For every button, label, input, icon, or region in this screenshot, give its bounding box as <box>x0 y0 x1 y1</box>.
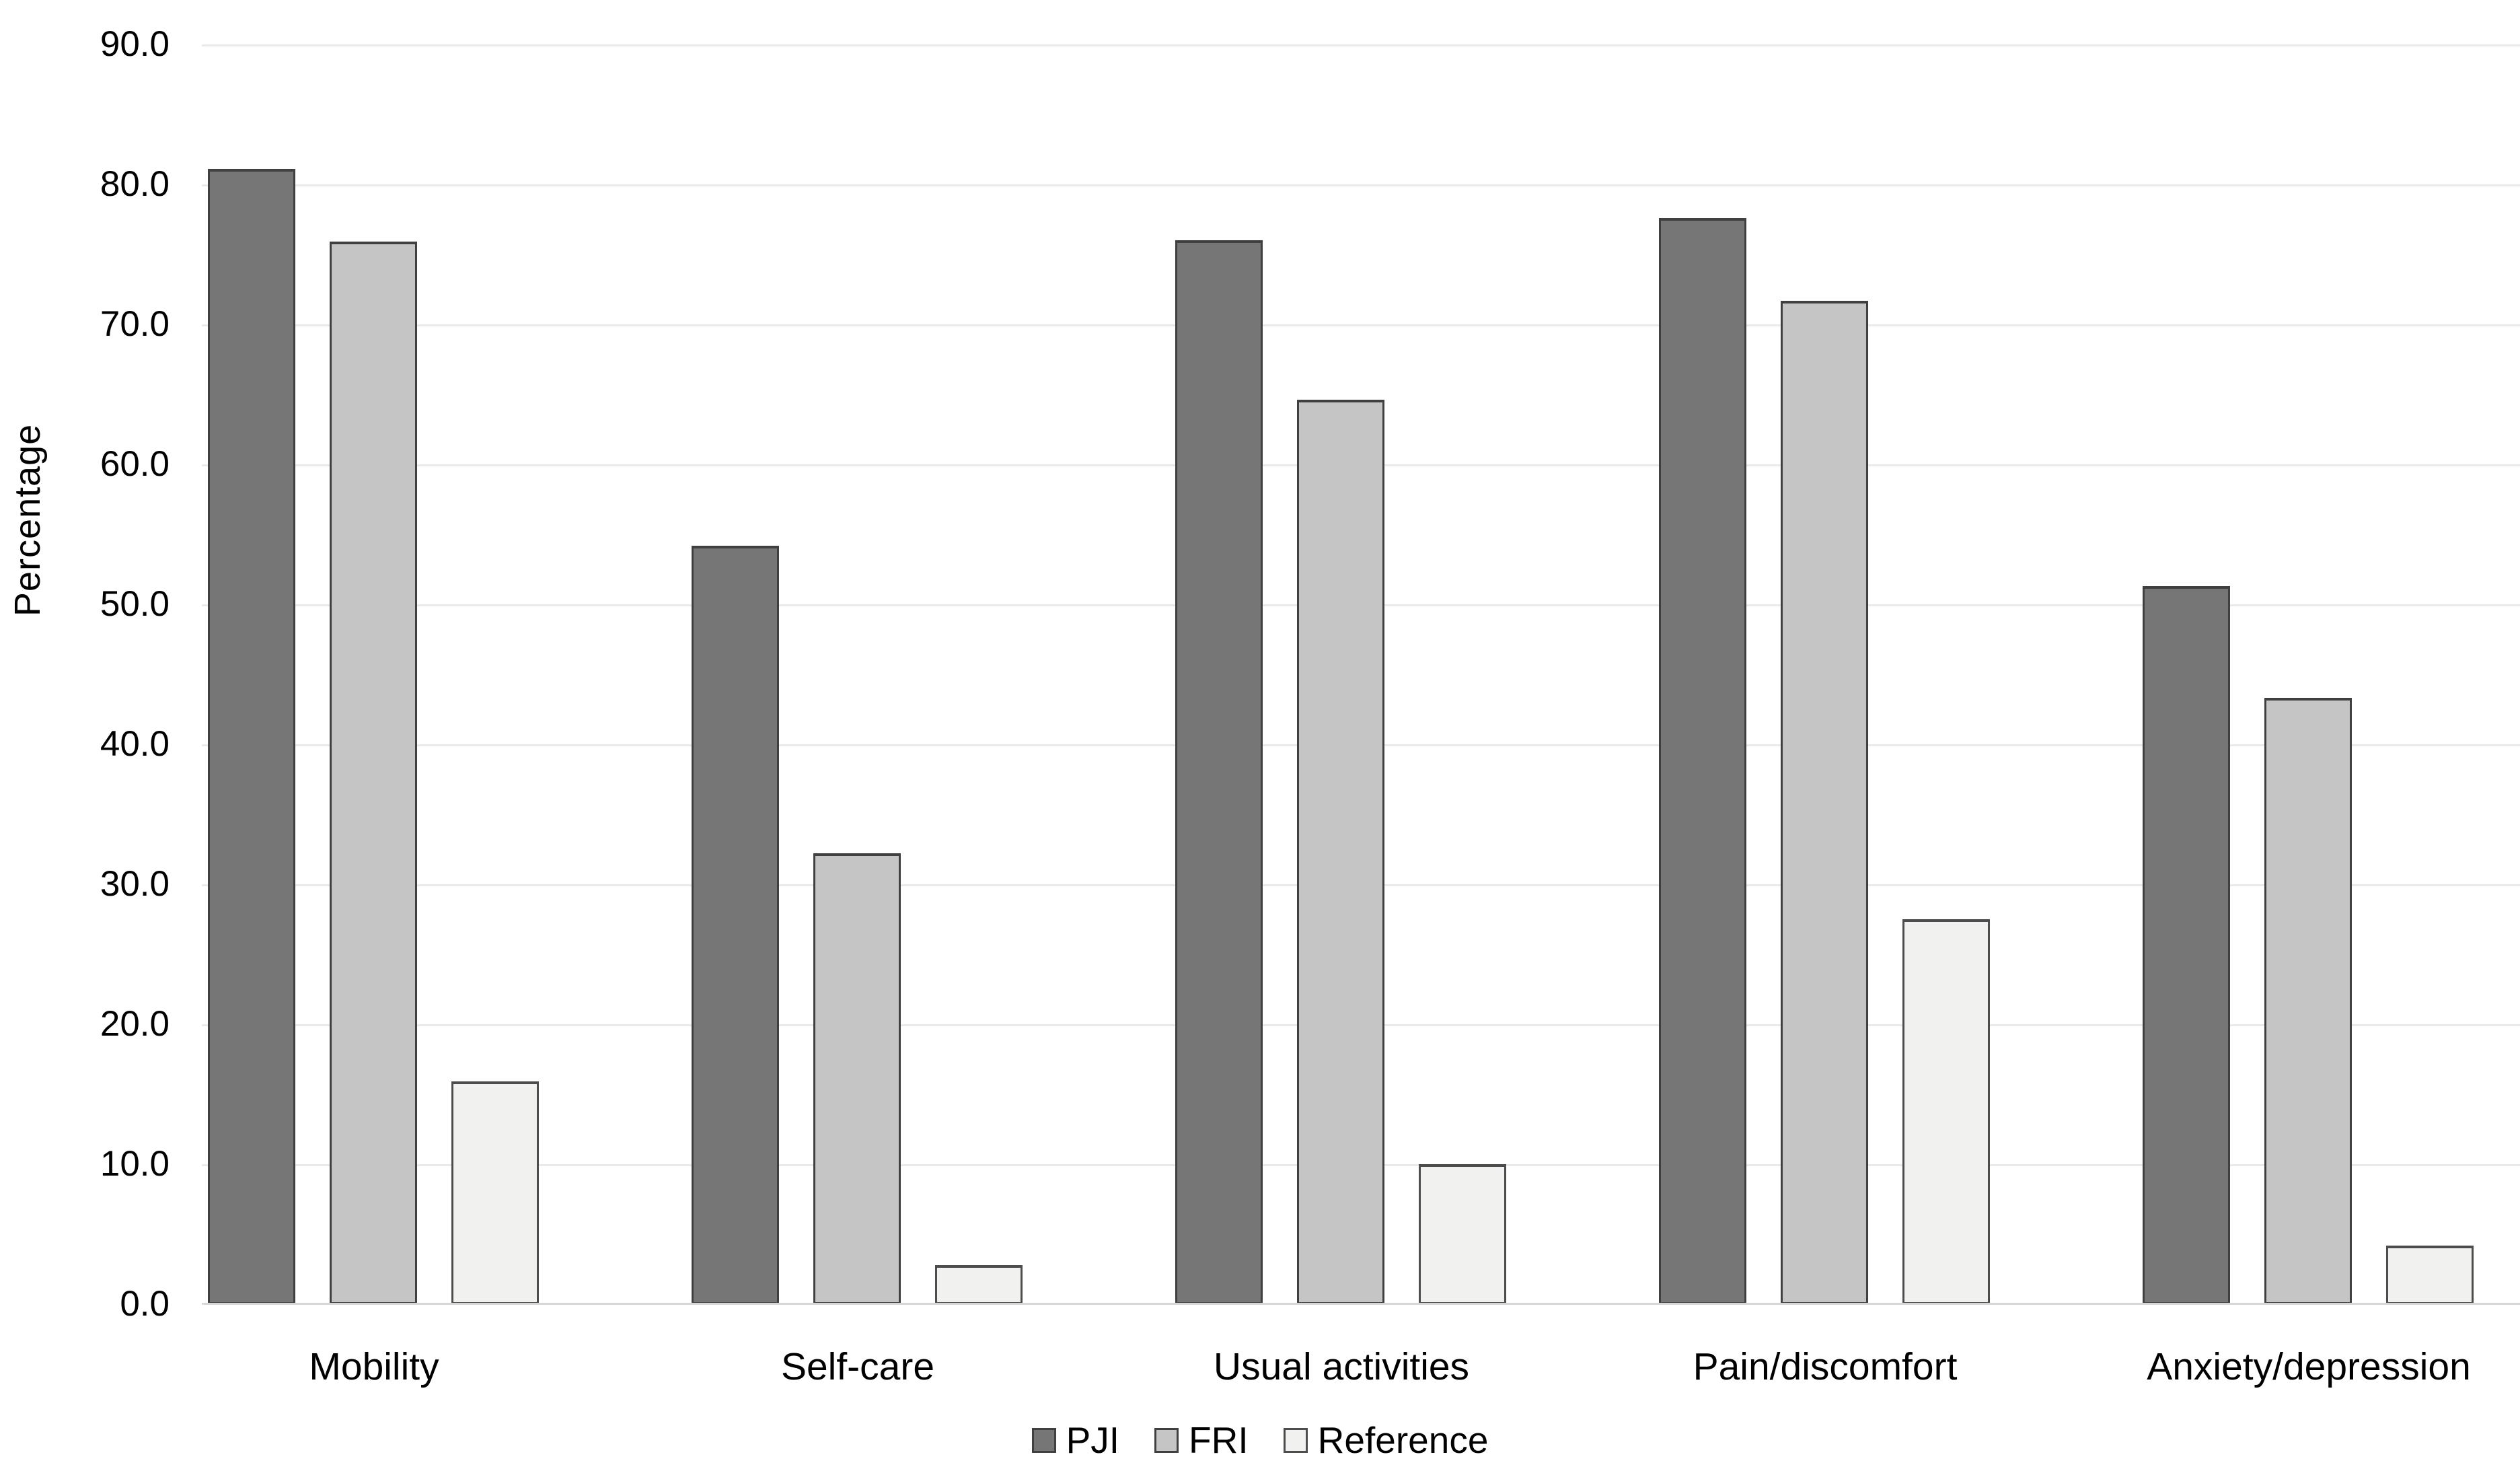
y-tick-label-20.0: 20.0 <box>100 1004 170 1044</box>
bar-reference-pain-discomfort <box>1902 919 1990 1304</box>
bar-fri-anxiety-depression <box>2264 698 2352 1304</box>
y-tick-label-10.0: 10.0 <box>100 1144 170 1184</box>
legend-item-fri: FRI <box>1154 1419 1249 1462</box>
legend-swatch-fri <box>1154 1427 1179 1453</box>
bar-group-anxiety-depression <box>2143 44 2474 1304</box>
legend-swatch-reference <box>1283 1427 1308 1453</box>
legend-label-pji: PJI <box>1066 1419 1120 1461</box>
bar-fri-mobility <box>330 242 417 1304</box>
x-axis-line <box>202 1303 2520 1305</box>
y-tick-label-30.0: 30.0 <box>100 864 170 904</box>
bar-pji-usual-activities <box>1175 240 1263 1304</box>
x-axis-label-mobility: Mobility <box>309 1345 439 1388</box>
bar-pji-self-care <box>692 546 779 1304</box>
gridline-80 <box>202 184 2520 186</box>
legend-label-fri: FRI <box>1189 1419 1249 1461</box>
y-tick-label-80.0: 80.0 <box>100 164 170 204</box>
legend: PJI FRI Reference <box>0 1419 2520 1462</box>
x-axis-label-anxiety-depression: Anxiety/depression <box>2147 1345 2471 1388</box>
x-axis-label-pain-discomfort: Pain/discomfort <box>1693 1345 1958 1388</box>
y-tick-label-60.0: 60.0 <box>100 444 170 484</box>
bar-pji-pain-discomfort <box>1659 218 1746 1304</box>
bar-group-pain-discomfort <box>1659 44 1990 1304</box>
legend-label-reference: Reference <box>1317 1419 1489 1461</box>
bar-group-self-care <box>692 44 1023 1304</box>
gridline-90 <box>202 44 2520 46</box>
bar-reference-usual-activities <box>1419 1164 1506 1304</box>
y-tick-label-90.0: 90.0 <box>100 24 170 64</box>
plot-area <box>202 44 2520 1305</box>
bar-group-usual-activities <box>1175 44 1506 1304</box>
bar-fri-usual-activities <box>1297 400 1384 1304</box>
legend-item-pji: PJI <box>1031 1419 1120 1462</box>
bar-reference-anxiety-depression <box>2386 1246 2474 1304</box>
bar-pji-mobility <box>208 169 295 1304</box>
x-axis-label-self-care: Self-care <box>780 1345 935 1388</box>
x-axis-label-usual-activities: Usual activities <box>1213 1345 1470 1388</box>
bar-group-mobility <box>208 44 539 1304</box>
bar-reference-self-care <box>935 1265 1023 1304</box>
bar-fri-pain-discomfort <box>1781 301 1868 1304</box>
bar-fri-self-care <box>813 853 901 1304</box>
legend-item-reference: Reference <box>1283 1419 1489 1462</box>
bar-reference-mobility <box>451 1081 539 1304</box>
gridline-70 <box>202 324 2520 326</box>
legend-swatch-pji <box>1031 1427 1056 1453</box>
y-tick-label-40.0: 40.0 <box>100 724 170 764</box>
bar-pji-anxiety-depression <box>2143 586 2230 1304</box>
y-tick-label-0.0: 0.0 <box>120 1284 170 1324</box>
y-tick-label-50.0: 50.0 <box>100 584 170 624</box>
y-tick-label-70.0: 70.0 <box>100 304 170 344</box>
